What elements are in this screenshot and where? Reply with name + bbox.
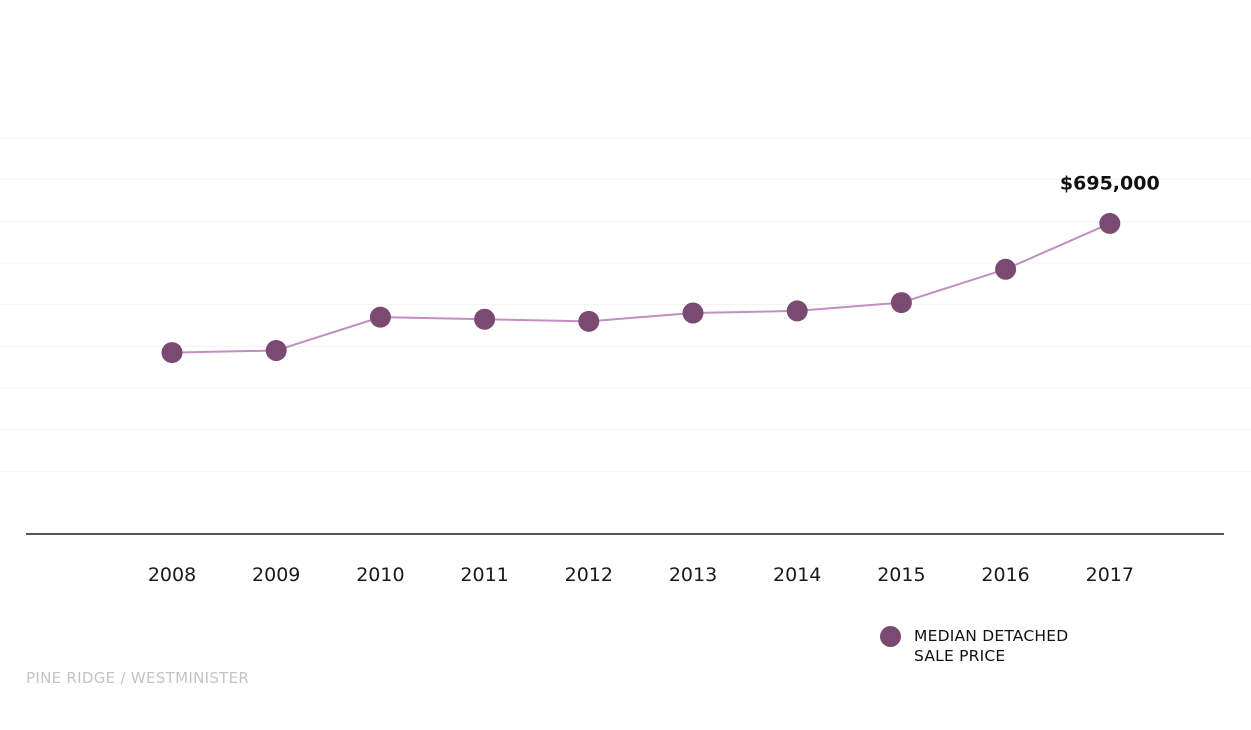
data-point — [265, 340, 287, 361]
x-tick-label: 2014 — [773, 564, 821, 586]
x-tick-label: 2015 — [877, 564, 925, 586]
location-label: PINE RIDGE / WESTMINISTER — [26, 669, 250, 687]
x-axis-tick-labels: 2008 2009 2010 2011 2012 2013 2014 2015 2016 2017 — [148, 564, 1134, 586]
data-point — [1099, 212, 1121, 234]
data-label: $695,000 — [1060, 172, 1160, 194]
x-tick-label: 2009 — [252, 564, 300, 586]
data-point — [578, 310, 600, 332]
data-point — [995, 258, 1017, 280]
x-tick-label: 2017 — [1086, 564, 1134, 586]
data-point — [474, 308, 496, 330]
legend-label: MEDIAN DETACHED SALE PRICE — [914, 626, 1094, 666]
data-point — [890, 292, 912, 314]
data-point — [786, 300, 808, 322]
series-median-detached-sale-price — [161, 212, 1121, 364]
data-point — [161, 342, 183, 364]
x-tick-label: 2012 — [565, 564, 613, 586]
x-tick-label: 2016 — [981, 564, 1029, 586]
series-line — [171, 222, 1111, 354]
legend-label-line-1: MEDIAN DETACHED — [914, 627, 1069, 645]
x-tick-label: 2011 — [460, 564, 508, 586]
legend: MEDIAN DETACHED SALE PRICE — [880, 626, 1094, 666]
line-chart: 2008 2009 2010 2011 2012 2013 2014 2015 2016 2017… — [0, 137, 1251, 586]
data-point — [369, 306, 391, 328]
gridlines — [0, 137, 1251, 472]
x-tick-label: 2013 — [669, 564, 717, 586]
x-tick-label: 2010 — [356, 564, 404, 586]
x-tick-label: 2008 — [148, 564, 196, 586]
data-labels: $695,000 — [1060, 172, 1160, 194]
legend-label-line-2: SALE PRICE — [914, 647, 1006, 665]
data-point — [682, 302, 704, 324]
legend-marker-icon — [880, 626, 901, 647]
